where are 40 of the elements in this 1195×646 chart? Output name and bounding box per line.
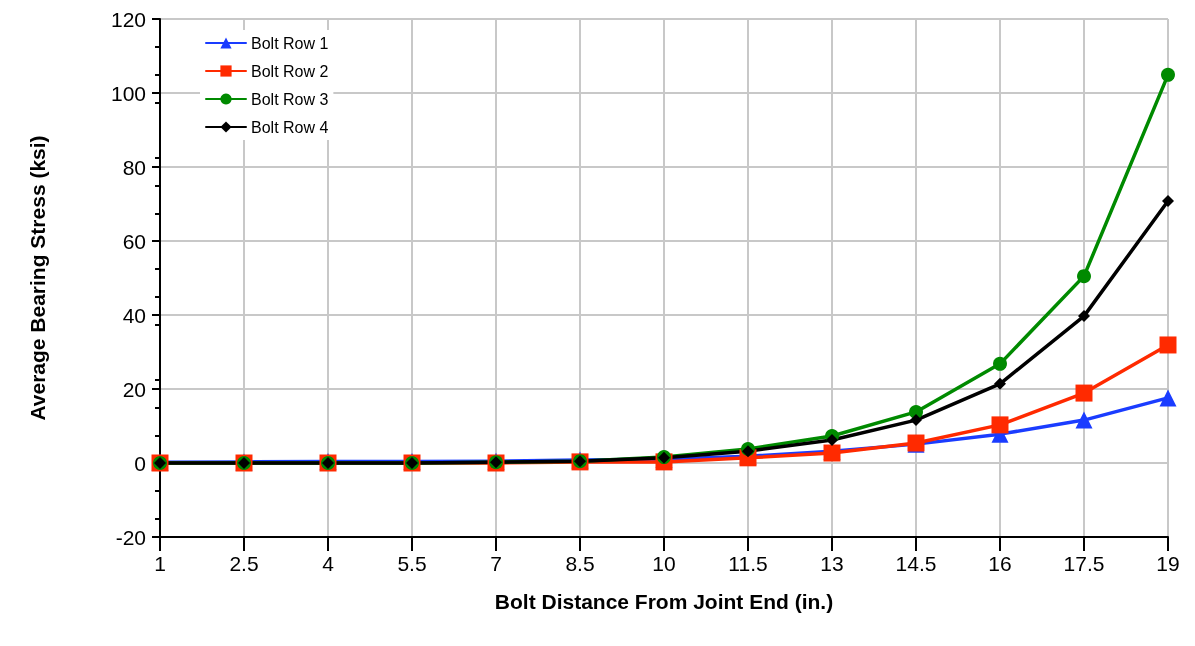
x-tick-label: 1 [154, 552, 166, 575]
point [994, 377, 1006, 390]
point [826, 434, 838, 447]
x-tick-label: 10 [652, 552, 676, 575]
point [910, 414, 922, 427]
point [1162, 195, 1174, 208]
y-tick-label: 80 [122, 155, 146, 179]
x-tick-label: 19 [1156, 552, 1180, 575]
point [991, 416, 1009, 434]
x-tick-label: 16 [988, 552, 1012, 575]
point [1078, 310, 1090, 323]
y-tick-label: 0 [134, 451, 146, 475]
x-tick-label: 8.5 [565, 552, 595, 575]
x-tick-label: 14.5 [895, 552, 937, 575]
x-axis-title: Bolt Distance From Joint End (in.) [494, 590, 834, 613]
legend-label: Bolt Row 2 [251, 62, 329, 80]
legend-label: Bolt Row 4 [251, 118, 329, 136]
x-tick-label: 7 [490, 552, 502, 575]
y-axis-title: Average Bearing Stress (ksi) [26, 135, 49, 421]
point [1075, 384, 1093, 402]
point [1161, 67, 1175, 82]
y-tick-label: 60 [122, 229, 146, 253]
point [993, 356, 1007, 371]
x-tick-label: 2.5 [229, 552, 259, 575]
y-tick-label: 40 [122, 303, 146, 327]
point [1159, 389, 1177, 407]
x-tick-label: 17.5 [1063, 552, 1105, 575]
point [1075, 411, 1093, 429]
point [1159, 336, 1177, 354]
y-tick-label: 120 [110, 7, 146, 31]
legend-label: Bolt Row 3 [251, 90, 329, 108]
x-tick-label: 4 [322, 552, 335, 575]
y-tick-label: 20 [122, 377, 146, 401]
y-tick-label: -20 [115, 525, 146, 549]
y-tick-label: 100 [110, 81, 146, 105]
x-tick-label: 11.5 [728, 552, 768, 575]
point [1077, 269, 1091, 284]
x-tick-label: 5.5 [397, 552, 427, 575]
legend-label: Bolt Row 1 [251, 34, 329, 52]
x-tick-label: 13 [820, 552, 844, 575]
